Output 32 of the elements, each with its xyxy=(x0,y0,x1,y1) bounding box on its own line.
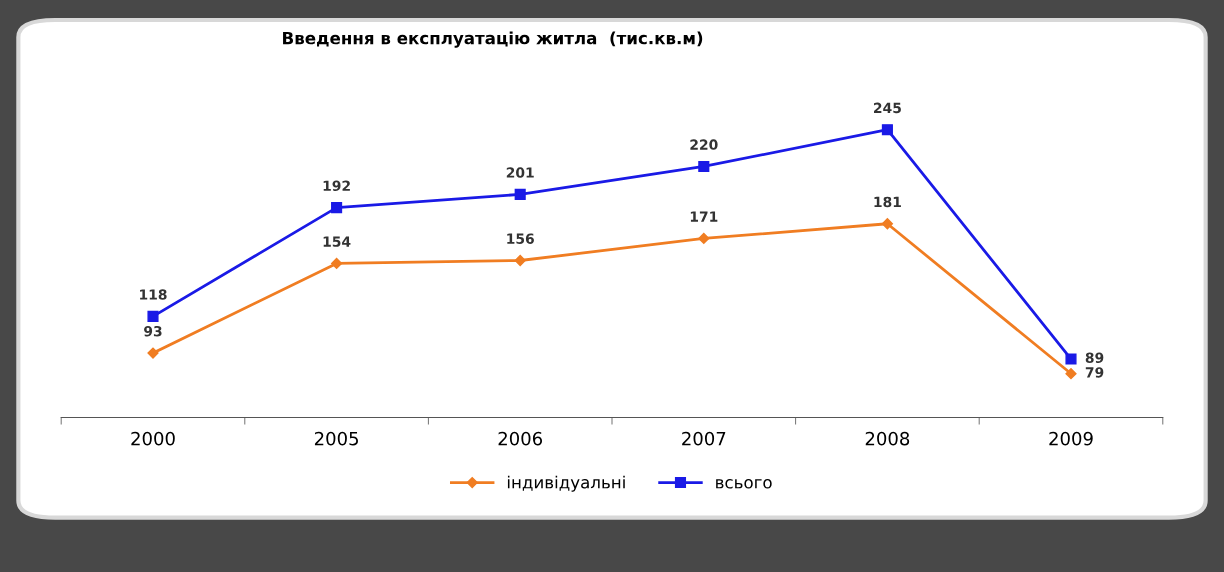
x-tick-label: 2009 xyxy=(1049,431,1093,446)
chart-title: Введення в експлуатацію житла (тис.кв.м) xyxy=(283,31,703,48)
x-tick-label: 2008 xyxy=(865,431,910,446)
data-label: 154 xyxy=(323,236,351,247)
point xyxy=(1065,368,1077,380)
legend-label: індивідуальні xyxy=(507,475,625,492)
x-tick-label: 2000 xyxy=(131,431,175,446)
data-label: 156 xyxy=(507,233,534,244)
data-label: 89 xyxy=(1085,352,1104,363)
point xyxy=(147,310,159,322)
data-label: 93 xyxy=(144,325,162,337)
point xyxy=(331,202,343,214)
point xyxy=(514,254,526,267)
data-label: 181 xyxy=(874,196,901,208)
legend-label: всього xyxy=(716,479,772,489)
point xyxy=(1065,353,1077,365)
point xyxy=(514,188,526,200)
point xyxy=(881,218,894,230)
x-tick-label: 2006 xyxy=(498,431,543,446)
data-label: 118 xyxy=(140,289,167,300)
x-tick-label: 2005 xyxy=(314,431,358,446)
data-label: 192 xyxy=(323,180,350,192)
data-label: 245 xyxy=(874,102,901,114)
data-label: 220 xyxy=(690,139,718,150)
data-label: 201 xyxy=(506,167,534,178)
data-label: 171 xyxy=(690,211,718,222)
data-label: 79 xyxy=(1085,367,1104,378)
point xyxy=(698,160,710,173)
point xyxy=(698,232,710,245)
point xyxy=(330,257,343,270)
point xyxy=(881,124,893,136)
x-tick-label: 2007 xyxy=(682,431,726,446)
